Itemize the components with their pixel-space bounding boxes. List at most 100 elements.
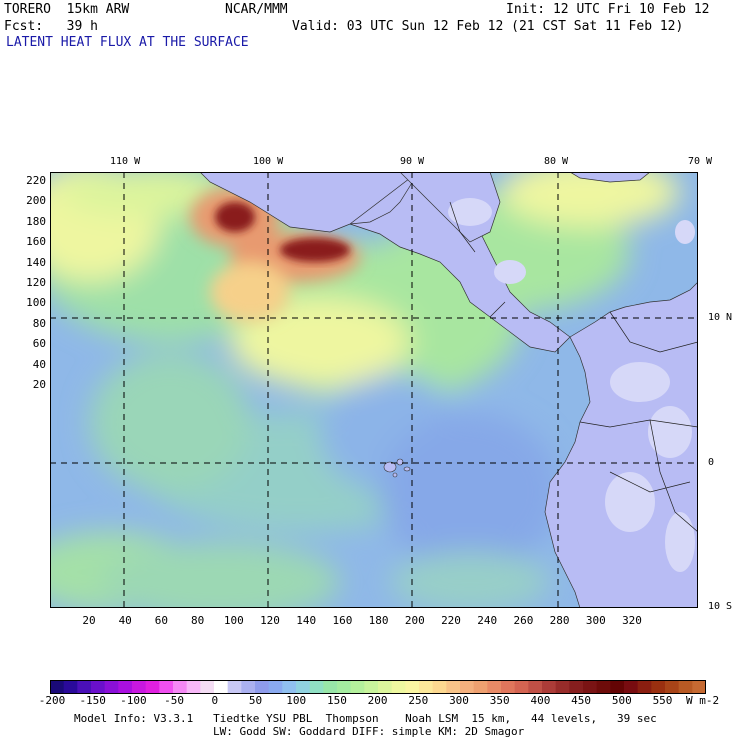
colorbar-label: 100 (286, 694, 307, 707)
x-tick-label: 60 (154, 614, 169, 627)
colorbar-label: 550 (652, 694, 673, 707)
colorbar-swatch (487, 680, 502, 694)
colorbar-label: -100 (120, 694, 147, 707)
colorbar-swatch (528, 680, 543, 694)
y-tick-label: 160 (26, 235, 46, 249)
colorbar-swatch (678, 680, 693, 694)
colorbar-label: 200 (367, 694, 388, 707)
colorbar-swatch (255, 680, 270, 694)
colorbar-swatch (542, 680, 557, 694)
x-tick-label: 20 (82, 614, 96, 627)
colorbar-label: 150 (326, 694, 347, 707)
colorbar-swatch (514, 680, 529, 694)
colorbar-label: -150 (79, 694, 106, 707)
colorbar-swatch (268, 680, 283, 694)
colorbar-swatch (118, 680, 133, 694)
colorbar-swatch (296, 680, 311, 694)
colorbar-swatch (309, 680, 324, 694)
colorbar-swatch (91, 680, 106, 694)
colorbar-swatch (323, 680, 338, 694)
colorbar-label: -200 (38, 694, 66, 707)
colorbar-swatch (364, 680, 379, 694)
lon-label-110w: 110 W (110, 156, 141, 167)
colorbar-label: 300 (449, 694, 469, 707)
x-tick-label: 80 (190, 614, 205, 627)
south-america-land (544, 281, 698, 608)
colorbar-swatch (610, 680, 625, 694)
map-title: LATENT HEAT FLUX AT THE SURFACE (6, 35, 249, 50)
lat-lon-grid (50, 172, 698, 608)
colorbar-swatch (132, 680, 147, 694)
y-tick-label: 100 (26, 296, 46, 310)
x-tick-label: 280 (549, 614, 570, 627)
colorbar (50, 680, 706, 694)
colorbar-swatch (569, 680, 584, 694)
x-tick-label: 260 (513, 614, 534, 627)
colorbar-label: 400 (530, 694, 551, 707)
colorbar-swatch (173, 680, 188, 694)
colorbar-swatch (63, 680, 78, 694)
colorbar-label: 500 (611, 694, 632, 707)
y-tick-label: 140 (26, 255, 46, 269)
colorbar-label: 350 (489, 694, 510, 707)
colorbar-label: 0 (211, 694, 219, 707)
colorbar-swatch (241, 680, 256, 694)
y-tick-label: 180 (26, 214, 46, 228)
colorbar-swatch (583, 680, 598, 694)
colorbar-swatch (378, 680, 393, 694)
init-time: Init: 12 UTC Fri 10 Feb 12 (506, 2, 710, 17)
model-info-line1: Model Info: V3.3.1 Tiedtke YSU PBL Thomp… (74, 712, 657, 725)
y-tick-label: 200 (26, 194, 46, 208)
colorbar-swatch (282, 680, 297, 694)
colorbar-swatch (159, 680, 174, 694)
x-tick-label: 40 (118, 614, 132, 627)
lat-label-0: 0 (708, 457, 715, 468)
colorbar-swatch (350, 680, 365, 694)
x-tick-label: 240 (477, 614, 498, 627)
colorbar-swatch (624, 680, 639, 694)
colorbar-swatch (227, 680, 242, 694)
model-info-line2: LW: Godd SW: Goddard DIFF: simple KM: 2D… (213, 725, 525, 738)
lon-label-90w: 90 W (400, 156, 425, 167)
colorbar-swatch (596, 680, 611, 694)
x-tick-label: 320 (622, 614, 642, 627)
y-tick-label: 60 (32, 337, 46, 351)
colorbar-label: 250 (408, 694, 429, 707)
colorbar-swatch (501, 680, 516, 694)
colorbar-swatch (665, 680, 680, 694)
colorbar-swatch (460, 680, 475, 694)
colorbar-swatch (555, 680, 570, 694)
colorbar-swatch (651, 680, 666, 694)
colorbar-swatch (391, 680, 406, 694)
colorbar-swatch (50, 680, 65, 694)
y-tick-label: 80 (32, 316, 46, 330)
colorbar-swatch (446, 680, 461, 694)
colorbar-swatch (145, 680, 160, 694)
colorbar-units: W m-2 (686, 694, 720, 707)
colorbar-label: 450 (571, 694, 592, 707)
colorbar-swatch (473, 680, 488, 694)
latent-heat-flux-map (50, 172, 698, 608)
colorbar-swatch (186, 680, 201, 694)
colorbar-swatch (200, 680, 215, 694)
caribbean-land (569, 172, 651, 183)
y-tick-label: 40 (32, 357, 46, 371)
colorbar-swatch (77, 680, 92, 694)
x-tick-label: 140 (296, 614, 317, 627)
valid-time: Valid: 03 UTC Sun 12 Feb 12 (21 CST Sat … (292, 19, 684, 34)
lat-label-10n: 10 N (708, 312, 733, 323)
colorbar-swatch (432, 680, 447, 694)
organization: NCAR/MMM (225, 2, 288, 17)
colorbar-label: 50 (248, 694, 263, 707)
lat-label-10s: 10 S (708, 601, 733, 612)
y-tick-label: 120 (26, 276, 46, 289)
model-name: TORERO 15km ARW (4, 2, 130, 17)
x-tick-label: 220 (441, 614, 461, 627)
colorbar-swatch (692, 680, 706, 694)
x-tick-label: 180 (368, 614, 389, 627)
colorbar-swatch (214, 680, 229, 694)
x-tick-label: 200 (404, 614, 425, 627)
colorbar-label: -50 (164, 694, 185, 707)
lon-label-70w: 70 W (688, 156, 713, 167)
colorbar-swatch (104, 680, 119, 694)
